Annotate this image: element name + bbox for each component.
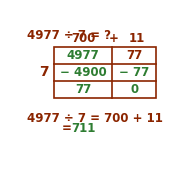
Text: 11: 11 <box>129 32 145 45</box>
Text: =: = <box>62 122 76 135</box>
Text: 700: 700 <box>71 32 95 45</box>
Text: 7: 7 <box>39 65 48 79</box>
Text: 77: 77 <box>126 49 142 62</box>
Text: 4977 ÷ 7 = 700 + 11: 4977 ÷ 7 = 700 + 11 <box>27 112 163 125</box>
Bar <box>54 47 156 98</box>
Text: − 77: − 77 <box>119 66 149 79</box>
Text: 4977 ÷ 7 = ?: 4977 ÷ 7 = ? <box>27 29 111 42</box>
Text: 711: 711 <box>72 122 96 135</box>
Text: − 4900: − 4900 <box>59 66 106 79</box>
Text: 77: 77 <box>75 83 91 96</box>
Text: 0: 0 <box>130 83 138 96</box>
Text: +: + <box>109 32 118 45</box>
Text: 4977: 4977 <box>67 49 99 62</box>
